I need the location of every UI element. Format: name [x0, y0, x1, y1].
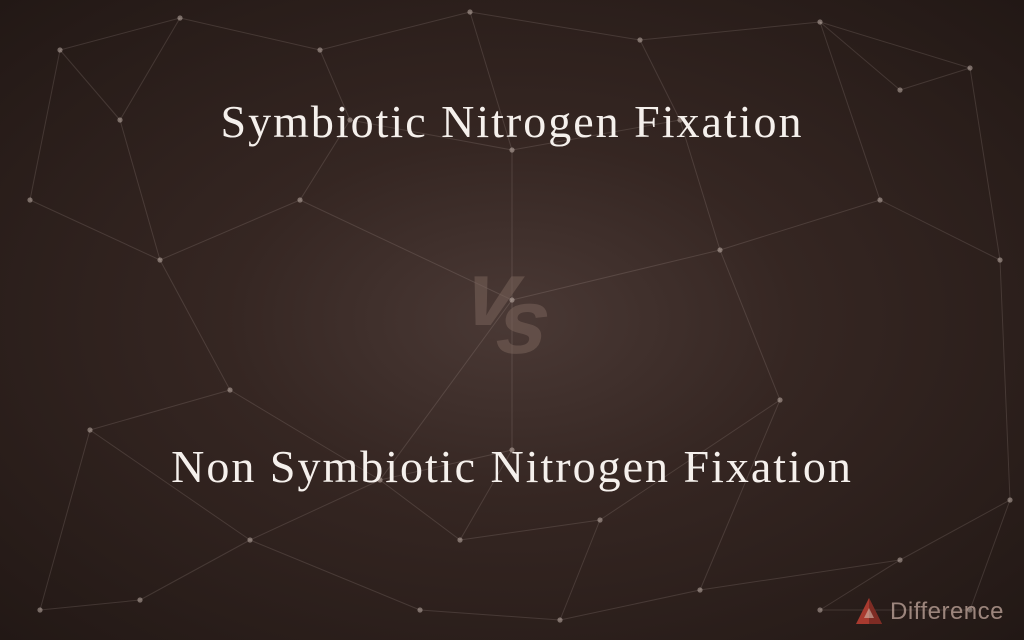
content-container: Symbiotic Nitrogen Fixation vs Non Symbi… — [0, 0, 1024, 640]
watermark-logo-icon — [854, 596, 884, 626]
watermark: Difference — [854, 596, 1004, 626]
top-heading: Symbiotic Nitrogen Fixation — [221, 95, 804, 148]
bottom-heading: Non Symbiotic Nitrogen Fixation — [171, 440, 853, 493]
vs-label: vs — [463, 265, 562, 325]
watermark-text: Difference — [890, 598, 1004, 626]
vs-s: s — [494, 293, 548, 353]
